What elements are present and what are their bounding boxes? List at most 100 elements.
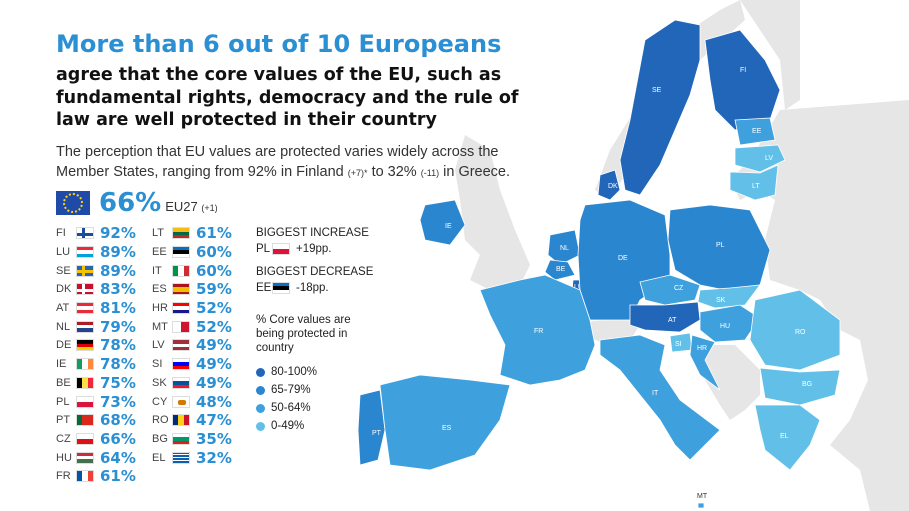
country-shape-be [544, 259, 576, 281]
es-flag-icon [172, 283, 190, 296]
country-row-fi: FI 92% [56, 224, 136, 243]
biggest-decrease-country: EE [256, 282, 272, 294]
country-value: 68% [100, 411, 136, 430]
non-eu-land [730, 100, 909, 511]
country-row-se: SE 89% [56, 261, 136, 280]
lv-flag-icon [172, 339, 190, 352]
fr-flag-icon [76, 470, 94, 483]
country-shape-at [629, 301, 701, 333]
dk-flag-icon [76, 283, 94, 296]
country-row-lt: LT 61% [152, 224, 232, 243]
country-shape-ie [419, 199, 466, 246]
country-value: 47% [196, 411, 232, 430]
country-row-dk: DK 83% [56, 280, 136, 299]
map-label-fr: FR [534, 328, 543, 335]
country-value: 60% [196, 243, 232, 262]
country-shape-nl [547, 229, 581, 266]
country-shape-lt [729, 164, 779, 201]
map-label-bg: BG [802, 381, 812, 388]
eu-label-text: EU27 [165, 198, 198, 214]
country-code: RO [152, 414, 169, 427]
country-value: 61% [196, 224, 232, 243]
map-label-hu: HU [720, 323, 730, 330]
map-label-hr: HR [697, 345, 707, 352]
country-value: 66% [100, 429, 136, 448]
country-code: IT [152, 264, 162, 277]
map-label-fi: FI [740, 67, 746, 74]
country-row-bg: BG 35% [152, 430, 232, 449]
country-value: 92% [100, 224, 136, 243]
country-shape-dk [597, 169, 621, 201]
nl-flag-icon [76, 320, 94, 333]
country-value: 48% [196, 392, 232, 411]
country-code: SK [152, 376, 167, 389]
pt-flag-icon [76, 414, 94, 427]
map-legend: % Core values are being protected in cou… [256, 313, 376, 435]
country-value: 64% [100, 448, 136, 467]
country-code: MT [152, 320, 168, 333]
country-row-el: EL 32% [152, 448, 232, 467]
country-value: 78% [100, 355, 136, 374]
legend-label: 65-79% [271, 384, 311, 396]
pl-flag-icon [76, 395, 94, 408]
country-code: DE [56, 339, 72, 352]
description-text-3: in Greece. [443, 163, 511, 180]
ie-flag-icon [76, 358, 94, 371]
legend-swatch [256, 421, 265, 431]
legend-title: % Core values are being protected in cou… [256, 314, 351, 354]
legend-item: 0-49% [256, 417, 376, 435]
country-value: 61% [100, 467, 136, 486]
map-label-de: DE [618, 255, 628, 262]
map-label-mt: MT [697, 493, 708, 500]
map-label-nl: NL [560, 245, 569, 252]
country-code: PT [56, 414, 71, 427]
se-flag-icon [76, 264, 94, 277]
subtitle: agree that the core values of the EU, su… [56, 65, 519, 130]
eu-change: (+1) [201, 202, 218, 213]
country-row-lu: LU 89% [56, 243, 136, 262]
it-flag-icon [172, 264, 190, 277]
country-code: ES [152, 283, 167, 296]
country-shape-se [619, 19, 701, 196]
map-label-sk: SK [716, 297, 726, 304]
poland-flag-icon [272, 243, 290, 255]
country-code: CY [152, 395, 168, 408]
country-row-pl: PL 73% [56, 392, 136, 411]
description-sup-1: (+7)* [347, 167, 368, 178]
fi-flag-icon [76, 227, 94, 240]
description-text-2: to 32% [371, 163, 417, 180]
country-shape-sk [697, 284, 761, 309]
legend-swatch [256, 385, 265, 395]
country-code: LT [152, 227, 165, 240]
map-label-pt: PT [372, 430, 382, 437]
map-label-lu: LU [574, 284, 583, 291]
biggest-decrease-value: -18pp. [296, 282, 329, 294]
country-code: LV [152, 339, 165, 352]
country-row-cy: CY 48% [152, 392, 232, 411]
non-eu-land-north [740, 0, 800, 110]
legend-label: 80-100% [271, 366, 318, 378]
country-value: 81% [100, 299, 136, 318]
country-shape-ee [734, 117, 776, 146]
country-row-it: IT 60% [152, 261, 232, 280]
cy-flag-icon [172, 395, 190, 408]
country-code: IE [56, 358, 67, 371]
country-value: 52% [196, 317, 232, 336]
bg-flag-icon [172, 432, 190, 445]
map-label-ie: IE [445, 223, 452, 230]
country-row-de: DE 78% [56, 336, 136, 355]
country-value: 49% [196, 336, 232, 355]
country-value: 32% [196, 448, 232, 467]
country-shape-fr [479, 274, 596, 386]
biggest-increase-country: PL [256, 243, 271, 255]
country-code: BG [152, 432, 168, 445]
map-label-el: EL [780, 433, 789, 440]
country-value: 89% [100, 261, 136, 280]
country-row-mt: MT 52% [152, 317, 232, 336]
country-value: 35% [196, 429, 232, 448]
description: The perception that EU values are protec… [56, 143, 536, 183]
biggest-increase-heading: BIGGEST INCREASE [256, 227, 369, 239]
eu-average-value: 66% [99, 188, 162, 218]
country-row-pt: PT 68% [56, 411, 136, 430]
